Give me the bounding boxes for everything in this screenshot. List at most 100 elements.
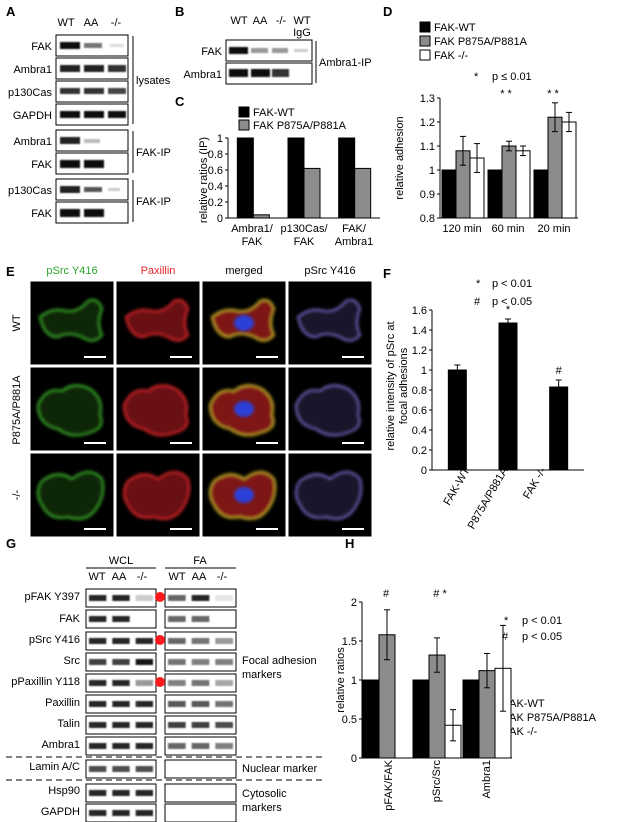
micrograph bbox=[29, 366, 115, 452]
bar bbox=[252, 214, 270, 219]
marker-label: Nuclear marker bbox=[242, 763, 318, 775]
group-label-fak-ip: FAK-IP bbox=[136, 147, 171, 159]
lane-label: WT bbox=[88, 571, 105, 583]
bar bbox=[354, 167, 372, 219]
lane-label: AA bbox=[84, 17, 99, 29]
row-label: pSrc Y416 bbox=[29, 634, 80, 646]
blot-box bbox=[55, 178, 129, 201]
lane-label: AA bbox=[112, 571, 127, 583]
blot-band bbox=[135, 810, 153, 816]
blot-band bbox=[135, 701, 153, 707]
panel-letter-c: C bbox=[175, 94, 185, 109]
cell-outline bbox=[294, 384, 361, 437]
column-label: pSrc Y416 bbox=[304, 265, 355, 277]
blot-band bbox=[135, 659, 153, 665]
row-label: Talin bbox=[57, 718, 80, 730]
blot-band bbox=[215, 743, 233, 749]
blot-band bbox=[168, 743, 186, 749]
blot-band bbox=[215, 638, 233, 644]
lane-label: -/- bbox=[111, 17, 122, 29]
panel-h-chart: * p < 0.01 # p < 0.05 # # * FAK-WT FAK P… bbox=[335, 588, 597, 811]
blot-band bbox=[191, 743, 210, 749]
panel-letter-a: A bbox=[6, 4, 16, 19]
significance-text: p < 0.01 bbox=[492, 278, 532, 290]
blot-band bbox=[89, 595, 107, 601]
cell-outline bbox=[296, 299, 362, 342]
micrograph bbox=[29, 452, 115, 538]
marker-dot bbox=[155, 635, 165, 645]
row-label: p130Cas bbox=[8, 87, 53, 99]
y-axis-title: relative adhesion bbox=[394, 116, 406, 199]
legend-label: FAK-WT bbox=[503, 698, 545, 710]
panel-d-chart: FAK-WT FAK P875A/P881A FAK -/- * p ≤ 0.0… bbox=[394, 21, 578, 235]
blot-band bbox=[89, 680, 107, 686]
row-label: FAK bbox=[31, 159, 52, 171]
panel-c-chart: FAK-WT FAK P875A/P881A relative ratios (… bbox=[198, 106, 380, 248]
blot-band bbox=[215, 680, 233, 686]
significance-star: * bbox=[504, 615, 509, 627]
y-tick-label: 1.4 bbox=[412, 325, 427, 337]
y-tick-label: 0.4 bbox=[412, 425, 427, 437]
micrograph bbox=[115, 280, 201, 366]
blot-band bbox=[89, 701, 107, 707]
bar bbox=[487, 169, 503, 219]
column-label: Paxillin bbox=[141, 265, 176, 277]
blot-box bbox=[55, 152, 129, 175]
bar bbox=[362, 679, 380, 759]
panel-letter-d: D bbox=[383, 4, 392, 19]
blot-band bbox=[135, 743, 153, 749]
row-label: pFAK Y397 bbox=[25, 591, 80, 603]
panel-letter-b: B bbox=[175, 4, 184, 19]
blot-band bbox=[215, 722, 233, 728]
row-label: GAPDH bbox=[41, 806, 80, 818]
cell-outline bbox=[295, 471, 363, 520]
significance-text: p ≤ 0.01 bbox=[492, 71, 532, 83]
legend-swatch-aa bbox=[238, 119, 250, 131]
legend-swatch-wt bbox=[419, 21, 431, 33]
panel-letter-h: H bbox=[345, 536, 354, 551]
lane-label: AA bbox=[253, 15, 268, 27]
blot-band bbox=[89, 722, 107, 728]
lane-label: -/- bbox=[137, 571, 148, 583]
row-label: -/- bbox=[11, 489, 23, 500]
micrograph bbox=[201, 366, 287, 452]
bar bbox=[441, 169, 457, 219]
x-tick-label: FAK/ bbox=[342, 223, 367, 235]
y-tick-label: 0.5 bbox=[342, 714, 357, 726]
blot-box bbox=[55, 201, 129, 224]
blot-band bbox=[89, 638, 107, 644]
bar bbox=[338, 137, 356, 219]
x-tick-label: pFAK/FAK bbox=[383, 759, 395, 810]
panel-letter-g: G bbox=[6, 536, 16, 551]
y-tick-label: 2 bbox=[351, 597, 357, 609]
row-label: Lamin A/C bbox=[29, 761, 80, 773]
legend-label: FAK -/- bbox=[503, 726, 538, 738]
significance-marks: * * bbox=[547, 88, 559, 100]
row-label: Src bbox=[64, 655, 81, 667]
y-tick-label: 0.4 bbox=[208, 181, 223, 193]
blot-band bbox=[191, 701, 210, 707]
legend-label: FAK P875A/P881A bbox=[253, 120, 347, 132]
row-label: Paxillin bbox=[45, 697, 80, 709]
blot-band bbox=[135, 595, 153, 601]
y-tick-label: 0.8 bbox=[420, 213, 435, 225]
blot-band bbox=[112, 638, 130, 644]
legend-label: FAK-WT bbox=[434, 22, 476, 34]
blot-band bbox=[191, 659, 210, 665]
y-tick-label: 1 bbox=[351, 675, 357, 687]
marker-label: markers bbox=[242, 669, 282, 681]
nucleus bbox=[234, 315, 254, 331]
bar bbox=[515, 150, 531, 219]
column-group-label: FA bbox=[193, 555, 207, 567]
micrograph bbox=[201, 452, 287, 538]
bar bbox=[303, 167, 321, 219]
blot-box bbox=[164, 783, 237, 803]
blot-band bbox=[112, 680, 130, 686]
cell-outline bbox=[36, 384, 103, 437]
y-tick-label: 0.2 bbox=[412, 445, 427, 457]
blot-band bbox=[89, 616, 107, 622]
blot-band bbox=[89, 659, 107, 665]
blot-band bbox=[112, 701, 130, 707]
y-axis-title: focal adhesions bbox=[398, 347, 410, 424]
blot-band bbox=[215, 595, 233, 601]
